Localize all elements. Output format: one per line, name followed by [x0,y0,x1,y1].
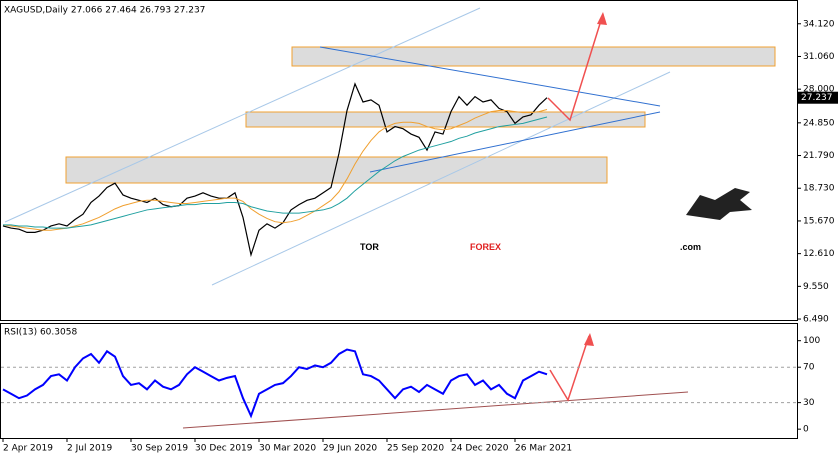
y-tick-label: 0 [803,425,809,435]
y-tick-label: 6.490 [803,315,829,325]
main-frame [0,0,798,321]
chart-title: XAGUSD,Daily 27.066 27.464 26.793 27.237 [4,6,205,16]
trendlines [4,7,689,429]
data-line [2,108,548,231]
watermark-text: TOR [360,242,379,252]
rsi-trend-line [182,391,689,429]
arrow-head [597,12,607,25]
y-tick-label: 100 [803,336,820,346]
data-line [3,116,548,229]
x-tick-label: 24 Dec 2020 [451,444,509,454]
channel-line [4,7,481,223]
arrow-head [584,333,594,346]
zone [291,46,776,67]
data-line [2,348,548,419]
y-tick-label: 12.610 [803,249,835,259]
watermark-text: .com [680,242,701,252]
bull-icon [686,188,752,220]
watermark-text: FOREX [470,242,501,252]
x-tick-label: 26 Mar 2021 [515,444,572,454]
data-line [2,82,548,258]
forecast-arrow [547,13,604,122]
x-tick-label: 29 Jun 2020 [323,444,377,454]
trend-line [369,111,661,173]
channel-line [211,71,671,286]
x-tick-label: 30 Sep 2019 [131,444,188,454]
x-tick-label: 25 Sep 2020 [387,444,444,454]
x-tick-label: 30 Mar 2020 [259,444,316,454]
y-tick-label: 30 [803,398,815,408]
x-tick-label: 30 Dec 2019 [195,444,253,454]
y-tick-label: 9.550 [803,282,829,292]
zone [65,156,608,184]
price-label: 27.237 [801,93,833,103]
watermark: TOR FOREX .com [360,188,752,252]
y-tick-label: 70 [803,363,815,373]
y-tick-label: 21.790 [803,151,835,161]
y-tick-label: 24.850 [803,118,835,128]
x-tick-label: 2 Apr 2019 [3,444,53,454]
rsi-frame [0,323,798,439]
y-tick-label: 15.670 [803,216,835,226]
y-tick-label: 31.060 [803,52,835,62]
y-tick-label: 28.000 [803,85,835,95]
x-tick-label: 2 Jul 2019 [67,444,112,454]
y-tick-label: 34.120 [803,19,835,29]
zone [245,111,646,128]
zones [65,46,776,184]
rsi-title: RSI(13) 60.3058 [4,328,77,338]
forecast-arrow [549,335,590,402]
price-label-box [798,91,838,104]
y-tick-label: 18.730 [803,184,835,194]
trend-line [319,46,661,107]
